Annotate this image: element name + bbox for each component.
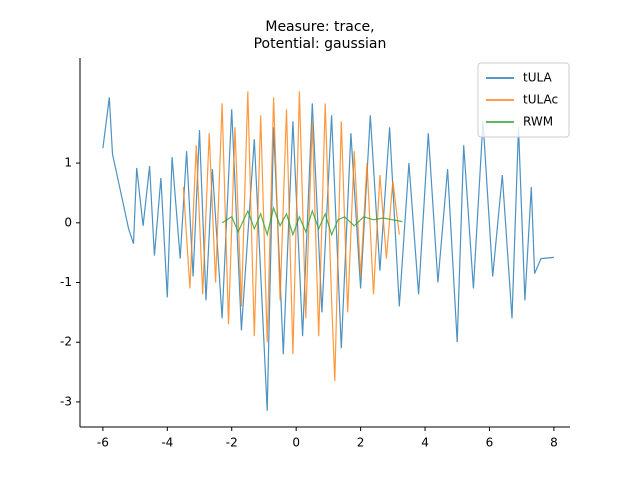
legend-label: tULA	[523, 71, 552, 85]
legend-label: RWM	[523, 115, 553, 129]
legend-label: tULAc	[523, 93, 558, 107]
y-tick-label: -3	[60, 394, 72, 408]
x-tick-label: 4	[421, 436, 429, 450]
x-tick-label: -2	[226, 436, 238, 450]
series-line	[221, 205, 403, 237]
y-tick-label: -1	[60, 275, 72, 289]
legend-box	[477, 62, 570, 138]
series-line	[102, 97, 554, 411]
y-tick-label: 0	[64, 215, 72, 229]
x-tick-label: -4	[161, 436, 173, 450]
series-line	[182, 91, 400, 382]
x-tick-label: 6	[486, 436, 494, 450]
x-tick-label: 0	[292, 436, 300, 450]
y-tick-label: 1	[64, 156, 72, 170]
x-tick-label: -6	[97, 436, 109, 450]
x-tick-label: 2	[357, 436, 365, 450]
chart-title: Potential: gaussian	[254, 36, 387, 52]
x-tick-label: 8	[550, 436, 558, 450]
y-tick-label: -2	[60, 335, 72, 349]
chart-title: Measure: trace,	[265, 19, 374, 35]
